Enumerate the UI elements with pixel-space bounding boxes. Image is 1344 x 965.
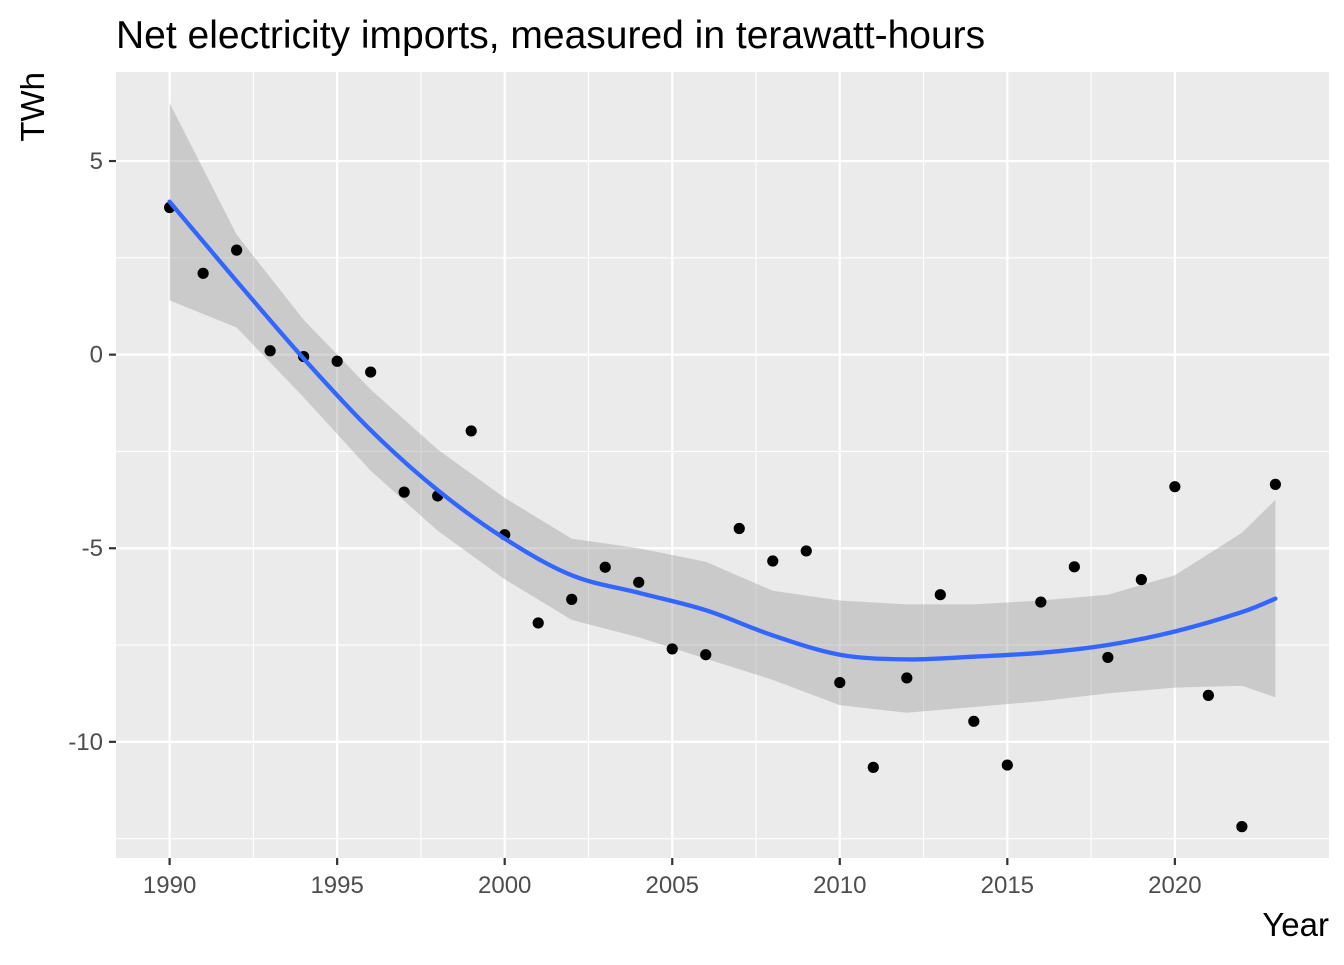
data-point xyxy=(465,425,477,437)
y-tick-label: -10 xyxy=(68,729,103,756)
data-point xyxy=(1169,481,1181,493)
x-tick-label: 1990 xyxy=(143,872,196,899)
data-point xyxy=(968,715,980,727)
data-point xyxy=(733,522,745,535)
chart-title: Net electricity imports, measured in ter… xyxy=(116,14,985,57)
x-tick-label: 2000 xyxy=(478,872,531,899)
x-axis: 1990 1995 2000 2005 2010 2015 2020 xyxy=(143,858,1202,899)
confidence-band-layer xyxy=(169,103,1276,713)
data-point xyxy=(1202,689,1214,701)
data-point xyxy=(633,576,645,588)
data-point xyxy=(700,649,712,661)
data-point xyxy=(1102,651,1114,664)
data-point xyxy=(365,366,377,378)
data-point xyxy=(800,545,812,557)
x-tick-label: 2015 xyxy=(981,872,1034,899)
x-tick-label: 2005 xyxy=(646,872,699,899)
data-point xyxy=(231,244,243,256)
smooth-line-layer xyxy=(167,199,1278,662)
y-axis-label: TWh xyxy=(14,72,51,142)
data-point xyxy=(331,355,343,367)
data-point xyxy=(566,593,578,605)
data-point xyxy=(197,267,209,279)
confidence-band xyxy=(169,103,1276,713)
grid-minor xyxy=(116,72,1329,858)
y-tick-label: -5 xyxy=(82,535,103,562)
data-point xyxy=(1068,561,1080,573)
data-point xyxy=(1135,574,1147,586)
x-tick-label: 2010 xyxy=(813,872,866,899)
data-point xyxy=(1236,821,1248,833)
data-point xyxy=(867,761,879,773)
data-point xyxy=(767,555,779,567)
x-tick-label: 1995 xyxy=(310,872,363,899)
data-point xyxy=(834,677,846,689)
x-axis-label: Year xyxy=(1262,906,1329,943)
data-point xyxy=(934,589,946,601)
data-point xyxy=(1035,596,1047,608)
data-point xyxy=(1269,478,1281,490)
data-point xyxy=(264,345,276,357)
y-axis: 5 0 -5 -10 xyxy=(68,148,116,756)
data-point xyxy=(398,486,410,498)
data-point xyxy=(1001,759,1013,771)
x-tick-label: 2020 xyxy=(1148,872,1201,899)
data-point xyxy=(599,561,611,573)
y-tick-label: 0 xyxy=(90,342,103,369)
data-point xyxy=(532,617,544,629)
data-point xyxy=(901,672,913,684)
smooth-line xyxy=(167,199,1278,662)
plot-panel xyxy=(116,72,1329,858)
data-point xyxy=(666,643,678,655)
y-tick-label: 5 xyxy=(90,148,103,175)
